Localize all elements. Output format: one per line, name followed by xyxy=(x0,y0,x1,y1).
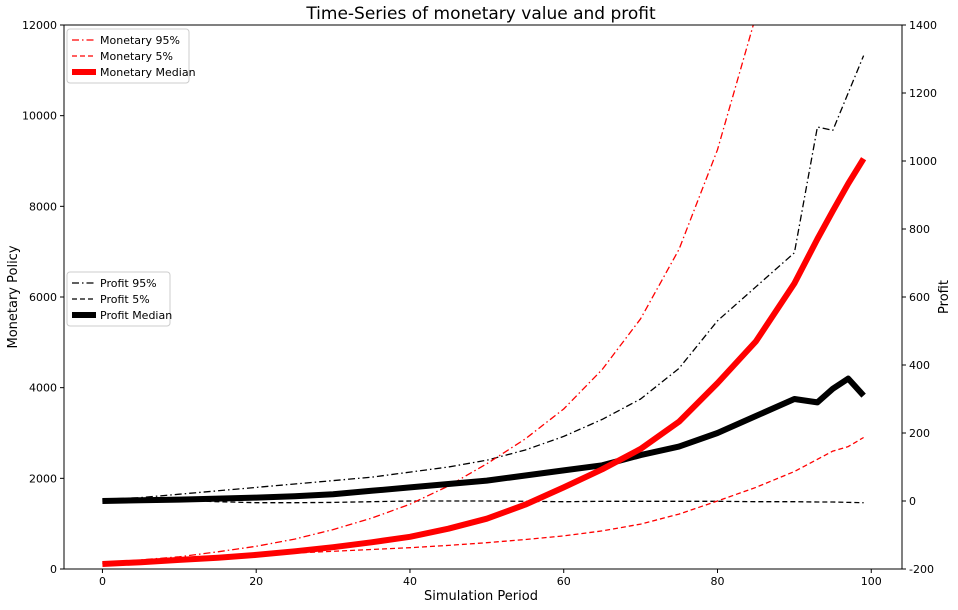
y-right-tick-label: 1400 xyxy=(909,19,937,32)
legend-entry-label: Profit 95% xyxy=(100,277,157,290)
y-left-tick-label: 4000 xyxy=(29,382,57,395)
legend-entry-label: Profit Median xyxy=(100,309,172,322)
y-axis-right-label: Profit xyxy=(937,280,952,314)
y-right-tick-label: 1200 xyxy=(909,87,937,100)
series-line-profit-median xyxy=(102,375,866,504)
legend-box xyxy=(66,28,190,84)
y-right-tick-label: 400 xyxy=(909,359,930,372)
x-tick-label: 100 xyxy=(861,575,882,588)
plot-frame xyxy=(63,24,903,570)
y-right-tick-label: -200 xyxy=(909,563,934,576)
x-axis-label: Simulation Period xyxy=(424,589,538,604)
y-left-tick-label: 10000 xyxy=(22,110,57,123)
x-tick-label: 0 xyxy=(99,575,106,588)
legend-entry-label: Monetary Median xyxy=(100,66,196,79)
x-tick-label: 60 xyxy=(557,575,571,588)
y-right-tick-label: 0 xyxy=(909,495,916,508)
legend-entry-label: Profit 5% xyxy=(100,293,150,306)
series-line-profit-95pct xyxy=(102,55,865,500)
x-tick-label: 20 xyxy=(249,575,263,588)
chart-title: Time-Series of monetary value and profit xyxy=(305,4,656,24)
series-layer xyxy=(102,25,867,567)
legend-entry-label: Monetary 95% xyxy=(100,34,180,47)
axes-layer: 0 20 40 60 80 100020004000600080001000012000-… xyxy=(22,19,937,588)
x-tick-label: 80 xyxy=(710,575,724,588)
x-tick-label: 40 xyxy=(403,575,417,588)
y-right-tick-label: 600 xyxy=(909,291,930,304)
y-right-tick-label: 1000 xyxy=(909,155,937,168)
y-left-tick-label: 2000 xyxy=(29,472,57,485)
y-right-tick-label: 800 xyxy=(909,223,930,236)
y-right-tick-label: 200 xyxy=(909,427,930,440)
series-line-monetary-95pct xyxy=(102,25,754,564)
legend-layer: Monetary 95% Monetary 5% Monetary Median Pr… xyxy=(66,28,196,327)
legend-entry-label: Monetary 5% xyxy=(100,50,173,63)
series-line-monetary-median xyxy=(102,157,867,567)
y-left-tick-label: 0 xyxy=(50,563,57,576)
y-left-tick-label: 6000 xyxy=(29,291,57,304)
series-line-profit-5pct xyxy=(102,499,864,504)
y-left-tick-label: 8000 xyxy=(29,200,57,213)
y-axis-left-label: Monetary Policy xyxy=(6,245,21,348)
y-left-tick-label: 12000 xyxy=(22,19,57,32)
